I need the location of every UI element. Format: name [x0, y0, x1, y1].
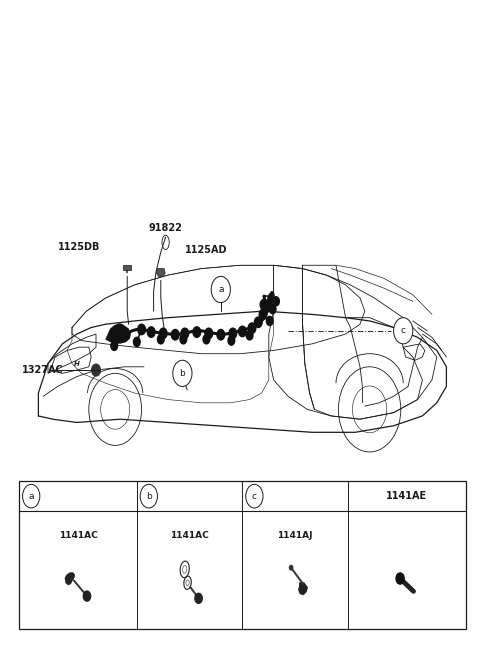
Circle shape [246, 331, 253, 340]
Circle shape [259, 309, 267, 320]
Text: 1141AC: 1141AC [59, 531, 97, 540]
Circle shape [217, 329, 225, 340]
Circle shape [289, 565, 293, 570]
Circle shape [84, 591, 91, 601]
Circle shape [396, 573, 404, 584]
Polygon shape [299, 583, 307, 595]
Circle shape [92, 364, 100, 376]
Circle shape [140, 485, 157, 508]
Circle shape [246, 485, 263, 508]
Circle shape [181, 328, 189, 339]
Circle shape [229, 328, 237, 339]
Circle shape [23, 485, 40, 508]
Circle shape [269, 305, 276, 314]
Polygon shape [257, 291, 275, 324]
Circle shape [205, 328, 213, 339]
Text: c: c [252, 492, 257, 500]
Circle shape [254, 317, 262, 328]
Polygon shape [156, 269, 165, 276]
Circle shape [157, 335, 164, 344]
Text: 1141AJ: 1141AJ [277, 531, 313, 540]
Text: b: b [146, 492, 152, 500]
Circle shape [147, 327, 155, 337]
Circle shape [180, 335, 187, 344]
Text: b: b [180, 369, 185, 378]
Text: 91822: 91822 [149, 223, 182, 233]
Circle shape [193, 327, 201, 337]
Circle shape [111, 341, 118, 350]
Circle shape [394, 318, 413, 344]
Text: 1141AE: 1141AE [386, 491, 427, 501]
Text: 1327AC: 1327AC [22, 365, 63, 375]
Circle shape [248, 323, 256, 333]
Circle shape [260, 299, 268, 310]
Circle shape [211, 276, 230, 303]
Circle shape [173, 360, 192, 386]
Circle shape [228, 336, 235, 345]
Circle shape [195, 593, 202, 603]
Circle shape [239, 326, 246, 337]
Circle shape [203, 335, 210, 344]
Circle shape [171, 329, 179, 340]
Text: c: c [401, 326, 406, 335]
Circle shape [159, 328, 167, 339]
Circle shape [133, 337, 140, 346]
Text: 1125AD: 1125AD [185, 246, 228, 255]
Text: H: H [74, 360, 80, 367]
Circle shape [273, 297, 279, 306]
Text: a: a [28, 492, 34, 500]
Polygon shape [65, 572, 75, 585]
Circle shape [266, 316, 273, 326]
Polygon shape [123, 265, 131, 270]
Polygon shape [106, 324, 131, 343]
Text: 1141AC: 1141AC [170, 531, 209, 540]
Text: a: a [218, 285, 224, 294]
Circle shape [138, 324, 145, 335]
Text: 1125DB: 1125DB [59, 242, 101, 252]
